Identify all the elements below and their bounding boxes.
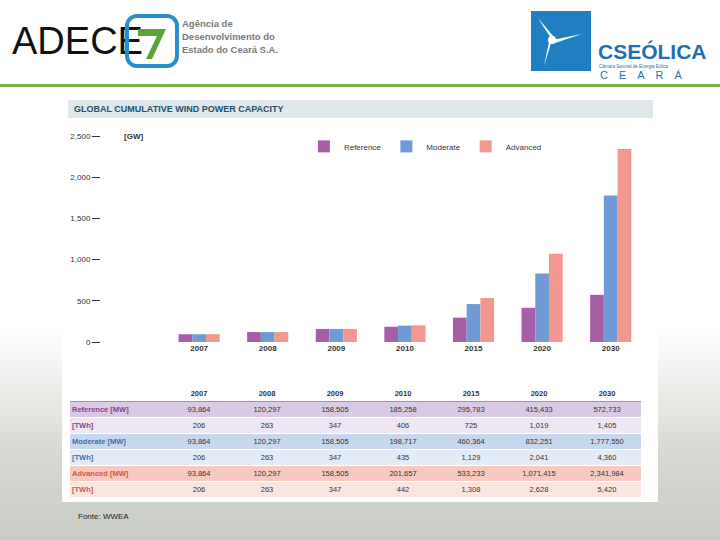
html-text:2015: 2015	[462, 389, 480, 398]
html-text:[TWh]: [TWh]	[72, 485, 94, 494]
html-text:185,258: 185,258	[389, 405, 417, 414]
svg-text:2010: 2010	[396, 344, 414, 353]
html-text:[TWh]: [TWh]	[72, 421, 94, 430]
html-text:[TWh]: [TWh]	[72, 453, 94, 462]
html-text:Câmara Setorial de Energia Eól: Câmara Setorial de Energia Eólica	[599, 64, 668, 69]
html-text:2020: 2020	[530, 389, 548, 398]
html-text:120,297: 120,297	[253, 437, 281, 446]
html-text:2030: 2030	[598, 389, 616, 398]
svg-text:2,500: 2,500	[70, 132, 91, 141]
svg-text:2015: 2015	[465, 344, 483, 353]
svg-text:2,000: 2,000	[70, 173, 91, 182]
html-text:120,297: 120,297	[253, 405, 281, 414]
html-text:206: 206	[192, 421, 206, 430]
html-text:2008: 2008	[258, 389, 276, 398]
html-text:Agência de: Agência de	[182, 18, 233, 29]
html-text:406: 406	[396, 421, 410, 430]
html-text:347: 347	[328, 453, 342, 462]
html-text:198,717: 198,717	[389, 437, 417, 446]
html-text:CSEÓLICA: CSEÓLICA	[598, 40, 707, 63]
svg-text:500: 500	[77, 297, 91, 306]
html-text:1,019: 1,019	[529, 421, 549, 430]
html-text:2,041: 2,041	[529, 453, 549, 462]
html-text:2010: 2010	[394, 389, 412, 398]
html-text:263: 263	[260, 453, 274, 462]
html-text:Moderate [MW]: Moderate [MW]	[72, 437, 126, 446]
html-text:Reference [MW]: Reference [MW]	[72, 405, 129, 414]
html-text:CEARÁ: CEARÁ	[600, 69, 693, 81]
svg-text:Reference: Reference	[344, 143, 381, 152]
html-text:206: 206	[192, 453, 206, 462]
html-text:93,864: 93,864	[187, 437, 211, 446]
svg-text:2007: 2007	[190, 344, 208, 353]
html-text:1,777,550: 1,777,550	[590, 437, 624, 446]
html-text:5,420: 5,420	[597, 485, 617, 494]
svg-text:Moderate: Moderate	[426, 143, 460, 152]
html-text:201,657: 201,657	[389, 469, 417, 478]
html-text:263: 263	[260, 485, 274, 494]
html-text:1,129: 1,129	[461, 453, 481, 462]
html-text:158,505: 158,505	[321, 469, 349, 478]
html-text:Fonte: WWEA: Fonte: WWEA	[78, 512, 129, 521]
html-text:435: 435	[396, 453, 410, 462]
svg-text:1,500: 1,500	[70, 214, 91, 223]
svg-text:1,000: 1,000	[70, 255, 91, 264]
html-text:442: 442	[396, 485, 410, 494]
html-text:GLOBAL CUMULATIVE WIND POWER C: GLOBAL CUMULATIVE WIND POWER CAPACITY	[74, 104, 284, 114]
html-text:158,505: 158,505	[321, 437, 349, 446]
html-text:93,864: 93,864	[187, 469, 211, 478]
html-text:2009: 2009	[326, 389, 344, 398]
html-text:460,364: 460,364	[457, 437, 485, 446]
svg-text:2008: 2008	[259, 344, 277, 353]
html-text:832,251: 832,251	[525, 437, 553, 446]
html-text:158,505: 158,505	[321, 405, 349, 414]
html-text:4,360: 4,360	[597, 453, 617, 462]
html-text:2,341,984: 2,341,984	[590, 469, 624, 478]
html-text:1,308: 1,308	[461, 485, 481, 494]
svg-text:Advanced: Advanced	[506, 143, 542, 152]
svg-text:2030: 2030	[602, 344, 620, 353]
svg-text:0: 0	[86, 338, 91, 347]
html-text:725: 725	[464, 421, 478, 430]
html-text:206: 206	[192, 485, 206, 494]
html-text:295,783: 295,783	[457, 405, 485, 414]
html-text:Advanced [MW]: Advanced [MW]	[72, 469, 129, 478]
html-text:263: 263	[260, 421, 274, 430]
html-text:533,233: 533,233	[457, 469, 485, 478]
html-text:ADECE: ADECE	[12, 20, 143, 62]
html-text:347: 347	[328, 485, 342, 494]
svg-text:2009: 2009	[327, 344, 345, 353]
html-text:Estado do Ceará S.A.: Estado do Ceará S.A.	[182, 44, 279, 55]
html-text:2,628: 2,628	[529, 485, 549, 494]
html-text:572,733: 572,733	[593, 405, 621, 414]
html-text:Desenvolvimento do: Desenvolvimento do	[182, 31, 275, 42]
html-text:120,297: 120,297	[253, 469, 281, 478]
svg-text:2020: 2020	[533, 344, 551, 353]
html-text:415,433: 415,433	[525, 405, 553, 414]
html-text:2007: 2007	[190, 389, 208, 398]
html-text:1,071,415: 1,071,415	[522, 469, 556, 478]
html-text:347: 347	[328, 421, 342, 430]
html-text:93,864: 93,864	[187, 405, 211, 414]
svg-text:[GW]: [GW]	[124, 132, 143, 141]
html-text:1,405: 1,405	[597, 421, 617, 430]
